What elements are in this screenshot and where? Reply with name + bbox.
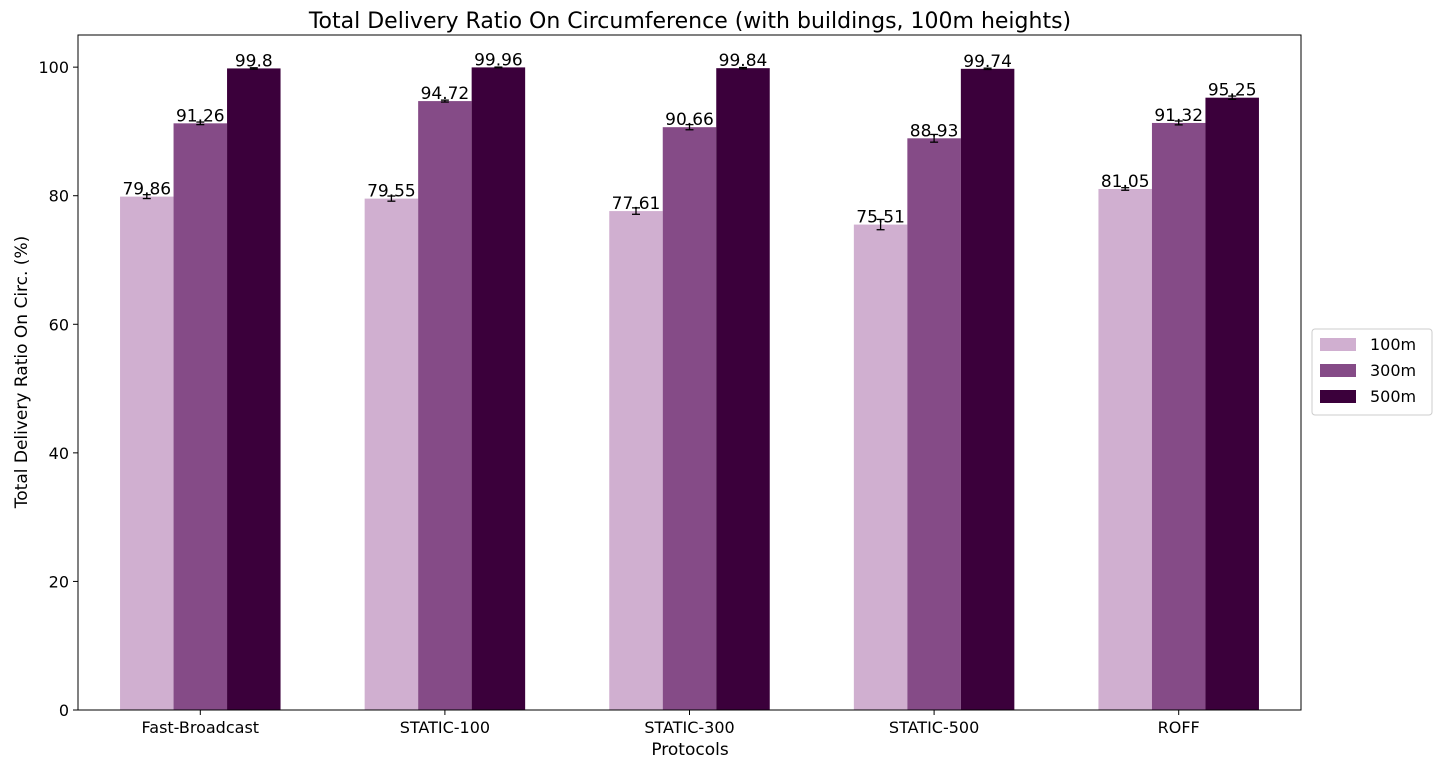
y-axis-label: Total Delivery Ratio On Circ. (%) — [12, 236, 32, 509]
legend-label: 300m — [1370, 361, 1416, 380]
legend: 100m 300m 500m — [1311, 328, 1433, 416]
x-tick-label: STATIC-100 — [400, 718, 490, 737]
bar-100m-0 — [120, 196, 174, 711]
y-tick-label: 80 — [49, 187, 69, 206]
data-label: 79.55 — [367, 182, 416, 202]
data-label: 90.66 — [665, 110, 714, 130]
bar-300m-1 — [418, 101, 472, 711]
legend-label: 100m — [1370, 335, 1416, 354]
bar-100m-2 — [609, 211, 663, 711]
bar-500m-1 — [471, 67, 526, 710]
bar-100m-4 — [1098, 188, 1152, 710]
data-label: 95.25 — [1208, 81, 1257, 101]
bar-500m-3 — [960, 68, 1015, 711]
y-tick-label: 40 — [49, 444, 69, 463]
data-label: 99.84 — [719, 51, 768, 71]
data-label: 75.51 — [856, 208, 905, 228]
legend-swatch-500m — [1320, 390, 1356, 403]
bar-100m-3 — [853, 224, 908, 711]
legend-swatch-100m — [1320, 338, 1356, 351]
y-tick-label: 60 — [49, 315, 69, 334]
bar-300m-3 — [907, 138, 961, 711]
x-axis-label: Protocols — [651, 740, 729, 760]
data-label: 91.26 — [176, 106, 225, 126]
bar-300m-4 — [1151, 122, 1206, 710]
bar-100m-1 — [364, 198, 419, 710]
plot-area: 0 20 40 60 80 100 Fast-Broadcast STATIC-100 STAT… — [38, 50, 1259, 737]
y-tick-label: 100 — [38, 58, 69, 77]
data-label: 81.05 — [1101, 172, 1150, 192]
x-tick-label: STATIC-500 — [889, 718, 979, 737]
data-label: 88.93 — [910, 121, 959, 141]
data-label: 79.86 — [122, 180, 171, 200]
bar-500m-4 — [1205, 97, 1259, 710]
data-label: 94.72 — [421, 84, 470, 104]
x-tick-label: Fast-Broadcast — [142, 718, 260, 737]
legend-label: 500m — [1370, 387, 1416, 406]
legend-swatch-300m — [1320, 364, 1356, 377]
x-tick-label: STATIC-300 — [644, 718, 734, 737]
chart-title: Total Delivery Ratio On Circumference (w… — [308, 9, 1071, 34]
bar-500m-0 — [227, 68, 281, 710]
data-label: 91.32 — [1154, 106, 1203, 126]
bar-300m-2 — [662, 127, 717, 710]
y-tick-label: 0 — [59, 701, 69, 720]
data-label: 99.8 — [235, 51, 273, 71]
plot-frame — [77, 34, 1302, 711]
y-tick-label: 20 — [49, 572, 69, 591]
data-label: 99.74 — [963, 52, 1012, 72]
bar-300m-0 — [173, 123, 228, 711]
bar-500m-2 — [716, 68, 770, 710]
data-label: 77.61 — [612, 194, 661, 214]
data-label: 99.96 — [474, 50, 523, 70]
x-tick-label: ROFF — [1158, 718, 1200, 737]
